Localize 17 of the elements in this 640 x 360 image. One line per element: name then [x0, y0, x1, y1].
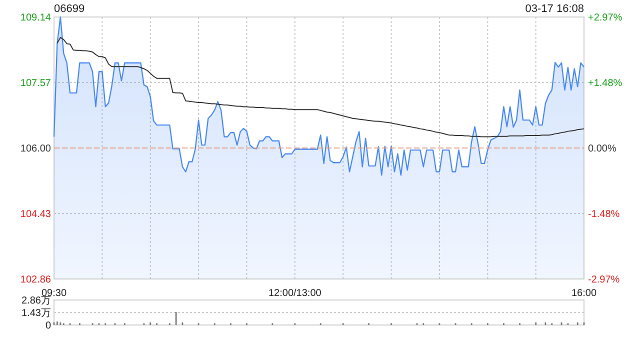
x-tick-label: 12:00/13:00 [268, 288, 322, 299]
y-tick-label: 0 [45, 320, 52, 332]
y2-tick-label: -2.97% [588, 274, 620, 286]
line-series [56, 36, 584, 138]
y-tick-label: 109.14 [20, 12, 52, 24]
y-tick-label: 1.43万 [22, 308, 51, 319]
y2-tick-label: +2.97% [588, 12, 622, 24]
chart-subtitle: 03-17 16:08 [525, 3, 584, 15]
y-tick-label: 106.00 [20, 144, 52, 154]
y2-tick-label: 0.00% [588, 144, 616, 154]
y2-tick-label: +1.48% [588, 78, 622, 90]
y-tick-label: 104.43 [20, 209, 52, 220]
y2-tick-label: -1.48% [588, 208, 620, 220]
y-tick-label: 102.86 [20, 274, 52, 286]
x-tick-label: 16:00 [571, 288, 597, 299]
chart-title: 06699 [54, 3, 85, 15]
y-tick-label: 107.57 [20, 78, 52, 89]
